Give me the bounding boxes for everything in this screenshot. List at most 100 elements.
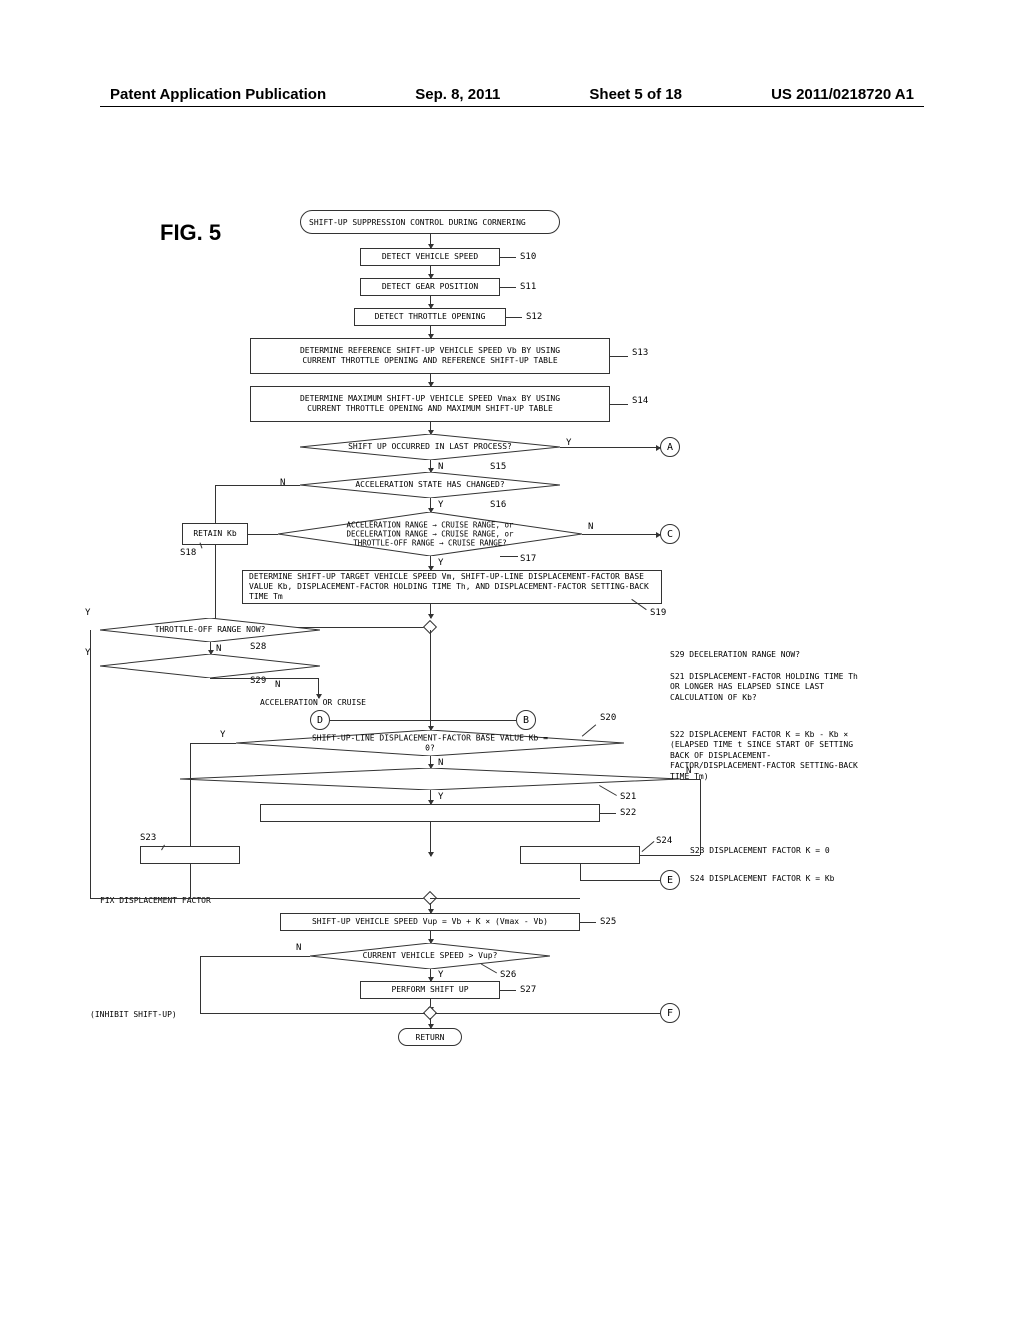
tag-s11: S11 bbox=[520, 282, 536, 292]
diamond-text: CURRENT VEHICLE SPEED > Vup? bbox=[310, 951, 550, 961]
line bbox=[190, 743, 191, 846]
terminal-start: SHIFT-UP SUPPRESSION CONTROL DURING CORN… bbox=[300, 210, 560, 234]
arrow bbox=[430, 266, 431, 278]
line bbox=[210, 678, 318, 679]
tag-s10: S10 bbox=[520, 252, 536, 262]
line bbox=[700, 779, 701, 855]
tag-s14: S14 bbox=[632, 396, 648, 406]
tag-s17: S17 bbox=[520, 554, 536, 564]
leader bbox=[500, 556, 518, 557]
arrow bbox=[430, 556, 431, 570]
diamond-s16: ACCELERATION STATE HAS CHANGED? bbox=[300, 472, 560, 498]
side-s21: S21 DISPLACEMENT-FACTOR HOLDING TIME Th … bbox=[670, 672, 860, 703]
terminal-return: RETURN bbox=[398, 1028, 462, 1046]
diamond-text: ACCELERATION RANGE → CRUISE RANGE, or DE… bbox=[278, 521, 582, 548]
diamond-s29 bbox=[100, 654, 320, 678]
leader bbox=[580, 922, 596, 923]
tag-s22: S22 bbox=[620, 808, 636, 818]
yn-n: N bbox=[216, 644, 221, 654]
leader bbox=[610, 404, 628, 405]
arrow bbox=[430, 931, 431, 943]
arrow bbox=[430, 790, 431, 804]
diamond-s20: SHIFT-UP-LINE DISPLACEMENT-FACTOR BASE V… bbox=[236, 730, 624, 756]
arrow bbox=[430, 1018, 431, 1028]
header-center: Sep. 8, 2011 bbox=[415, 86, 500, 103]
line bbox=[200, 956, 201, 1013]
box-s13: DETERMINE REFERENCE SHIFT-UP VEHICLE SPE… bbox=[250, 338, 610, 374]
box-s10: DETECT VEHICLE SPEED bbox=[360, 248, 500, 266]
page-header: Patent Application Publication Sep. 8, 2… bbox=[0, 86, 1024, 103]
tag-s20: S20 bbox=[600, 713, 616, 723]
connector-c: C bbox=[660, 524, 680, 544]
tag-s23: S23 bbox=[140, 833, 156, 843]
line bbox=[215, 485, 216, 523]
yn-n: N bbox=[588, 522, 593, 532]
arrow bbox=[318, 678, 319, 698]
line bbox=[90, 898, 426, 899]
side-s29: S29 DECELERATION RANGE NOW? bbox=[670, 650, 860, 660]
line bbox=[90, 630, 91, 898]
header-rule bbox=[100, 106, 924, 107]
arrow bbox=[430, 296, 431, 308]
line bbox=[200, 956, 310, 957]
line bbox=[190, 864, 191, 898]
yn-y: Y bbox=[438, 970, 443, 980]
arrow bbox=[430, 969, 431, 981]
line bbox=[200, 1013, 425, 1014]
label-accel-cruise: ACCELERATION OR CRUISE bbox=[260, 698, 366, 707]
diamond-s17: ACCELERATION RANGE → CRUISE RANGE, or DE… bbox=[278, 512, 582, 556]
flowchart: SHIFT-UP SUPPRESSION CONTROL DURING CORN… bbox=[120, 210, 880, 1225]
arrow bbox=[430, 756, 431, 768]
box-s22 bbox=[260, 804, 600, 822]
arrow bbox=[430, 374, 431, 386]
yn-y: Y bbox=[438, 558, 443, 568]
line bbox=[580, 864, 581, 880]
line bbox=[430, 630, 431, 730]
tag-s15: S15 bbox=[490, 462, 506, 472]
box-s14: DETERMINE MAXIMUM SHIFT-UP VEHICLE SPEED… bbox=[250, 386, 610, 422]
line bbox=[430, 720, 516, 721]
box-s11: DETECT GEAR POSITION bbox=[360, 278, 500, 296]
connector-f: F bbox=[660, 1003, 680, 1023]
tag-s28: S28 bbox=[250, 642, 266, 652]
line bbox=[582, 534, 660, 535]
connector-d: D bbox=[310, 710, 330, 730]
tag-s24: S24 bbox=[656, 836, 672, 846]
tag-s25: S25 bbox=[600, 917, 616, 927]
line bbox=[435, 1013, 660, 1014]
yn-n: N bbox=[438, 758, 443, 768]
box-s24 bbox=[520, 846, 640, 864]
line bbox=[190, 743, 236, 744]
tag-s26: S26 bbox=[500, 970, 516, 980]
tag-s21: S21 bbox=[620, 792, 636, 802]
diamond-text: SHIFT UP OCCURRED IN LAST PROCESS? bbox=[300, 442, 560, 452]
box-s18: RETAIN Kb bbox=[182, 523, 248, 545]
yn-n: N bbox=[296, 943, 301, 953]
box-s23 bbox=[140, 846, 240, 864]
yn-n: N bbox=[275, 680, 280, 690]
arrow bbox=[430, 326, 431, 338]
yn-n: N bbox=[438, 462, 443, 472]
arrow bbox=[430, 903, 431, 913]
label-inhibit: (INHIBIT SHIFT-UP) bbox=[90, 1010, 177, 1019]
box-s12: DETECT THROTTLE OPENING bbox=[354, 308, 506, 326]
header-sheet: Sheet 5 of 18 bbox=[589, 86, 682, 103]
box-s27: PERFORM SHIFT UP bbox=[360, 981, 500, 999]
diamond-text: ACCELERATION STATE HAS CHANGED? bbox=[300, 480, 560, 490]
line bbox=[248, 534, 278, 535]
arrow bbox=[430, 822, 431, 856]
diamond-text: THROTTLE-OFF RANGE NOW? bbox=[100, 625, 320, 635]
tag-s13: S13 bbox=[632, 348, 648, 358]
connector-b: B bbox=[516, 710, 536, 730]
leader bbox=[500, 257, 516, 258]
diamond-text: SHIFT-UP-LINE DISPLACEMENT-FACTOR BASE V… bbox=[236, 733, 624, 752]
tag-s27: S27 bbox=[520, 985, 536, 995]
leader bbox=[500, 287, 516, 288]
diamond-s21 bbox=[180, 768, 680, 790]
connector-e: E bbox=[660, 870, 680, 890]
leader bbox=[610, 356, 628, 357]
line bbox=[580, 880, 660, 881]
arrow bbox=[430, 498, 431, 512]
arrow bbox=[430, 422, 431, 434]
tag-s12: S12 bbox=[526, 312, 542, 322]
